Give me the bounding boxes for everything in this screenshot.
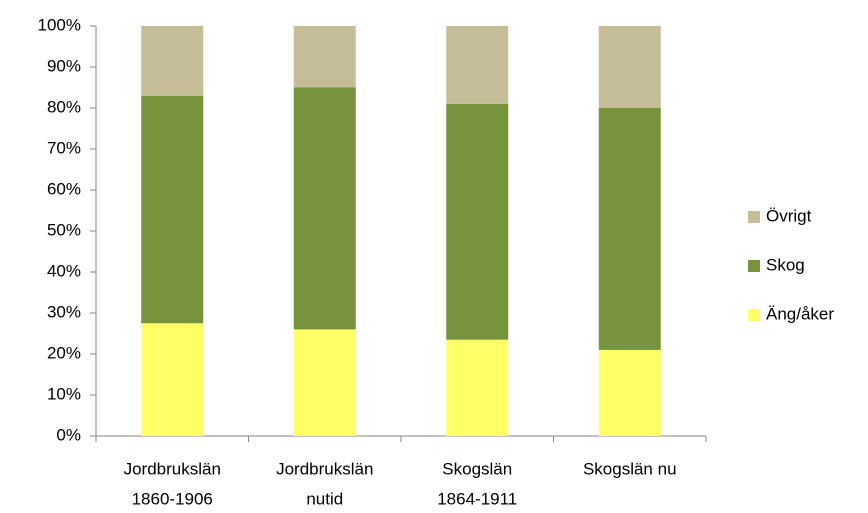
bar-segment — [598, 26, 661, 108]
bar-segment — [141, 323, 204, 436]
y-tick-label: 100% — [38, 15, 81, 34]
bar-segment — [293, 87, 356, 330]
x-tick-label: Skogslän — [442, 459, 512, 478]
legend-label: Skog — [766, 255, 805, 274]
y-tick-label: 0% — [56, 425, 81, 444]
legend-swatch — [748, 211, 760, 223]
bar-segment — [598, 349, 661, 436]
y-tick-label: 90% — [47, 56, 81, 75]
x-tick-label: nutid — [306, 489, 343, 508]
y-tick-label: 30% — [47, 302, 81, 321]
legend-label: Äng/åker — [766, 304, 834, 323]
legend-swatch — [748, 309, 760, 321]
y-tick-label: 80% — [47, 97, 81, 116]
bar-segment — [293, 329, 356, 436]
bar-segment — [446, 26, 509, 104]
y-tick-label: 20% — [47, 343, 81, 362]
y-tick-label: 50% — [47, 220, 81, 239]
bar-segment — [446, 339, 509, 436]
x-tick-label: Jordbrukslän — [124, 459, 221, 478]
y-tick-label: 70% — [47, 138, 81, 157]
bar-segment — [293, 26, 356, 88]
x-tick-label: Jordbrukslän — [276, 459, 373, 478]
x-tick-label: 1860-1906 — [132, 489, 213, 508]
x-tick-label: 1864-1911 — [437, 489, 517, 508]
x-tick-label: Skogslän nu — [583, 459, 677, 478]
bar-segment — [141, 95, 204, 324]
legend-swatch — [748, 260, 760, 272]
y-tick-label: 10% — [47, 384, 81, 403]
bar-segment — [141, 26, 204, 96]
y-tick-label: 40% — [47, 261, 81, 280]
bar-segment — [446, 103, 509, 340]
bar-segment — [598, 108, 661, 350]
y-tick-label: 60% — [47, 179, 81, 198]
legend-label: Övrigt — [766, 206, 812, 225]
